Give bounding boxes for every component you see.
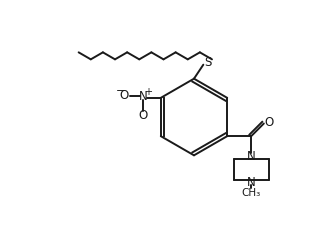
Text: CH₃: CH₃ bbox=[242, 188, 261, 198]
Text: −: − bbox=[115, 86, 125, 96]
Text: S: S bbox=[204, 56, 211, 69]
Text: O: O bbox=[139, 109, 148, 122]
Text: N: N bbox=[247, 176, 256, 189]
Text: +: + bbox=[144, 87, 152, 97]
Text: O: O bbox=[264, 116, 273, 129]
Text: N: N bbox=[139, 90, 148, 103]
Text: O: O bbox=[120, 89, 129, 102]
Text: N: N bbox=[247, 150, 256, 163]
